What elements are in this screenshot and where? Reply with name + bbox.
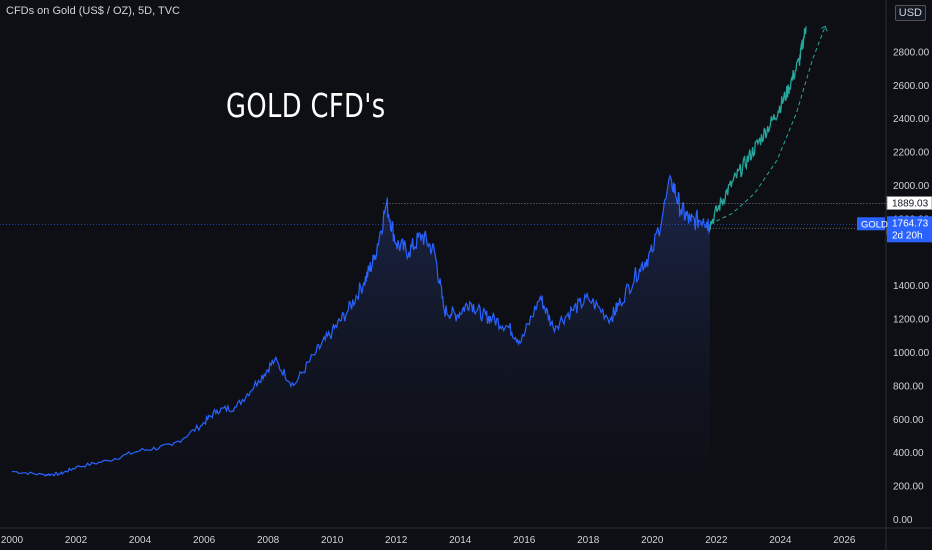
currency-button[interactable]: USD	[894, 5, 926, 21]
ticker-tag-text: GOLD	[861, 219, 888, 230]
y-tick-label: 2600.00	[893, 81, 930, 92]
y-tick-label: 200.00	[893, 482, 924, 493]
ticker-tag-box	[857, 217, 885, 231]
current-price-tag-text: 1764.73	[892, 218, 929, 229]
y-tick-label: 1000.00	[893, 348, 930, 359]
x-tick-label: 2000	[1, 535, 24, 546]
y-tick-label: 2400.00	[893, 114, 930, 125]
x-tick-label: 2016	[513, 535, 536, 546]
symbol-title: CFDs on Gold (US$ / OZ), 5D, TVC	[6, 5, 181, 17]
chart-annotation: GOLD CFD's	[226, 86, 386, 125]
x-tick-label: 2018	[577, 535, 600, 546]
x-tick-label: 2010	[321, 535, 344, 546]
x-tick-label: 2026	[833, 535, 856, 546]
x-tick-label: 2024	[769, 535, 792, 546]
x-tick-label: 2004	[129, 535, 152, 546]
y-tick-label: 800.00	[893, 381, 924, 392]
projection-path	[709, 26, 807, 231]
y-tick-label: 1200.00	[893, 315, 930, 326]
y-tick-label: 2800.00	[893, 47, 930, 58]
y-tick-label: 600.00	[893, 415, 924, 426]
x-tick-label: 2012	[385, 535, 408, 546]
projection-arrowhead	[820, 25, 828, 32]
x-tick-label: 2006	[193, 535, 216, 546]
current-price-countdown: 2d 20h	[892, 230, 923, 241]
resistance-tag-text: 1889.03	[892, 199, 929, 210]
y-tick-label: 1400.00	[893, 281, 930, 292]
y-tick-label: 2000.00	[893, 181, 930, 192]
x-tick-label: 2002	[65, 535, 88, 546]
y-tick-label: 0.00	[893, 515, 913, 526]
price-area-fill	[12, 175, 710, 519]
x-tick-label: 2022	[705, 535, 728, 546]
resistance-tag-box	[886, 196, 932, 210]
y-tick-label: 2200.00	[893, 148, 930, 159]
x-tick-label: 2020	[641, 535, 664, 546]
x-tick-label: 2014	[449, 535, 472, 546]
price-line	[11, 174, 711, 477]
current-price-tag-box	[887, 216, 932, 243]
x-tick-label: 2008	[257, 535, 280, 546]
projection-dashed-curve	[709, 26, 826, 225]
y-tick-label: 400.00	[893, 448, 924, 459]
